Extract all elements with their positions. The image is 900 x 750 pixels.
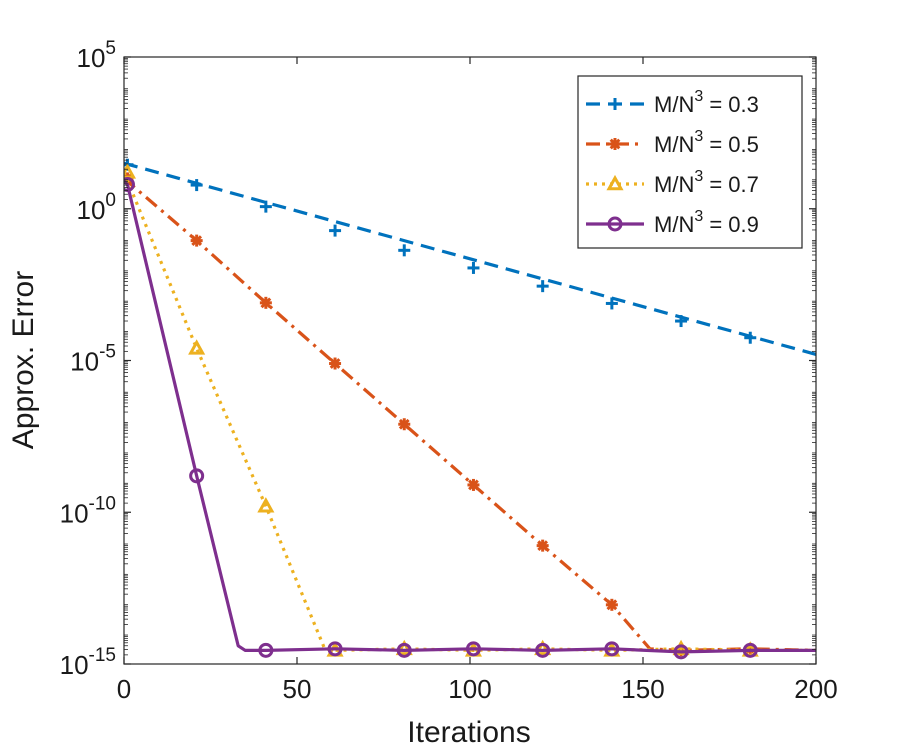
x-tick-label: 150 bbox=[621, 674, 664, 704]
series-line bbox=[124, 161, 816, 356]
legend-label: M/N3 = 0.3 bbox=[654, 88, 759, 117]
legend-marker bbox=[607, 216, 623, 232]
data-point bbox=[189, 468, 205, 484]
data-point bbox=[190, 234, 203, 247]
data-point bbox=[257, 497, 275, 513]
legend-marker bbox=[609, 98, 621, 110]
legend-label: M/N3 = 0.5 bbox=[654, 128, 759, 157]
y-tick-label: 10-10 bbox=[60, 493, 116, 528]
data-point bbox=[673, 644, 689, 660]
legend-label: M/N3 = 0.9 bbox=[654, 208, 759, 237]
data-point bbox=[259, 296, 272, 309]
legend: M/N3 = 0.3 M/N3 = 0.5 M/N3 = 0.7 M/N3 = 0.9 bbox=[577, 75, 803, 249]
y-tick-label: 105 bbox=[77, 38, 117, 73]
series-line bbox=[124, 177, 816, 652]
legend-item: M/N3 = 0.5 bbox=[586, 128, 759, 157]
legend-item: M/N3 = 0.9 bbox=[586, 208, 759, 237]
y-tick-label: 100 bbox=[77, 190, 117, 225]
legend-item: M/N3 = 0.3 bbox=[586, 88, 759, 117]
data-point bbox=[395, 639, 413, 656]
x-tick-label: 200 bbox=[794, 674, 837, 704]
data-point bbox=[534, 639, 552, 656]
data-point bbox=[675, 315, 688, 328]
data-point bbox=[190, 179, 203, 192]
x-tick-label: 100 bbox=[448, 674, 491, 704]
data-point bbox=[398, 244, 411, 257]
data-point bbox=[398, 418, 411, 431]
data-point bbox=[467, 261, 480, 274]
data-point bbox=[535, 642, 551, 658]
data-point bbox=[259, 200, 272, 213]
data-point bbox=[329, 357, 342, 370]
series-1 bbox=[124, 158, 816, 356]
data-point bbox=[605, 297, 618, 310]
legend-label: M/N3 = 0.7 bbox=[654, 168, 759, 197]
data-point bbox=[396, 642, 412, 658]
x-tick-label: 0 bbox=[117, 674, 131, 704]
data-point bbox=[536, 280, 549, 293]
x-axis-label: Iterations bbox=[407, 716, 530, 749]
data-point bbox=[744, 331, 757, 344]
data-point bbox=[327, 641, 343, 657]
y-tick-label: 10-5 bbox=[70, 342, 116, 377]
data-point bbox=[604, 641, 620, 657]
data-point bbox=[188, 339, 206, 355]
x-tick-label: 50 bbox=[283, 674, 312, 704]
legend-marker bbox=[606, 174, 624, 191]
data-point bbox=[536, 539, 549, 552]
data-point bbox=[742, 642, 758, 658]
data-point bbox=[605, 598, 618, 611]
series-4 bbox=[124, 176, 816, 660]
series-line bbox=[124, 180, 816, 654]
data-point bbox=[467, 478, 480, 491]
legend-marker bbox=[609, 138, 621, 150]
y-axis-label: Approx. Error bbox=[7, 271, 40, 449]
data-point bbox=[465, 641, 481, 657]
data-point bbox=[258, 642, 274, 658]
legend-item: M/N3 = 0.7 bbox=[586, 168, 759, 197]
y-tick-label: 10-15 bbox=[60, 645, 116, 680]
data-point bbox=[329, 224, 342, 237]
